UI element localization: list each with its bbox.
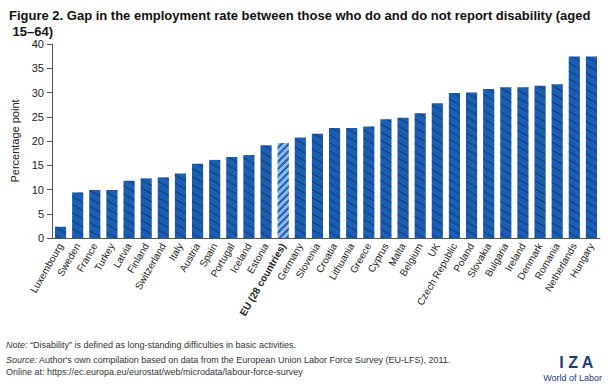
svg-text:Iceland: Iceland	[228, 241, 254, 275]
svg-text:Portugal: Portugal	[208, 241, 237, 279]
svg-text:UK: UK	[426, 241, 443, 259]
svg-text:30: 30	[32, 87, 44, 99]
svg-text:Estonia: Estonia	[244, 241, 271, 276]
svg-text:Czech Republic: Czech Republic	[415, 241, 459, 307]
svg-text:Online at: https://ec.europa.e: Online at: https://ec.europa.eu/eurostat…	[6, 367, 303, 377]
svg-text:Luxembourg: Luxembourg	[28, 241, 66, 295]
svg-text:Figure 2. Gap in the employmen: Figure 2. Gap in the employment rate bet…	[9, 8, 591, 23]
svg-text:Greece: Greece	[347, 241, 374, 276]
svg-text:Spain: Spain	[197, 241, 220, 269]
svg-text:I Z A: I Z A	[559, 354, 594, 371]
svg-text:5: 5	[38, 208, 44, 220]
svg-text:Percentage point: Percentage point	[9, 99, 21, 182]
svg-text:Netherlands: Netherlands	[542, 241, 580, 294]
svg-text:Germany: Germany	[275, 241, 306, 283]
svg-text:France: France	[74, 241, 100, 274]
svg-text:World of Labor: World of Labor	[543, 373, 602, 383]
svg-text:Bulgaria: Bulgaria	[482, 241, 511, 279]
svg-text:Poland: Poland	[451, 241, 477, 274]
svg-text:Belgium: Belgium	[397, 241, 425, 278]
svg-text:Note:: Note:	[6, 340, 28, 350]
svg-text:Author's own compilation based: Author's own compilation based on data f…	[37, 355, 450, 365]
svg-text:Finland: Finland	[125, 241, 151, 276]
svg-text:Ireland: Ireland	[502, 241, 528, 274]
svg-text:Croatia: Croatia	[313, 241, 340, 275]
svg-text:Slovenia: Slovenia	[293, 241, 323, 280]
svg-text:Lithuania: Lithuania	[326, 241, 357, 282]
svg-text:25: 25	[32, 111, 44, 123]
svg-text:Slovakia: Slovakia	[465, 241, 494, 280]
svg-text:15–64): 15–64)	[9, 24, 53, 39]
svg-text:Source:: Source:	[6, 355, 38, 365]
svg-text:Hungary: Hungary	[568, 241, 596, 279]
svg-text:Italy: Italy	[166, 241, 186, 263]
svg-text:Austria: Austria	[177, 241, 202, 274]
svg-text:Latvia: Latvia	[111, 241, 134, 270]
svg-text:Turkey: Turkey	[92, 241, 117, 273]
svg-text:Malta: Malta	[386, 241, 408, 268]
svg-text:15: 15	[32, 159, 44, 171]
svg-text:35: 35	[32, 62, 44, 74]
svg-text:Cyprus: Cyprus	[365, 241, 390, 274]
svg-text:“Disability” is defined as lon: “Disability” is defined as long-standing…	[28, 340, 296, 350]
svg-text:EU (28 countries): EU (28 countries)	[237, 241, 288, 318]
svg-text:Romania: Romania	[532, 241, 562, 282]
svg-text:0: 0	[38, 232, 44, 244]
svg-text:20: 20	[32, 135, 44, 147]
svg-text:40: 40	[32, 38, 44, 50]
svg-text:10: 10	[32, 184, 44, 196]
svg-text:Switzerland: Switzerland	[133, 241, 168, 291]
svg-text:Sweden: Sweden	[54, 241, 83, 278]
svg-text:Denmark: Denmark	[515, 241, 545, 282]
